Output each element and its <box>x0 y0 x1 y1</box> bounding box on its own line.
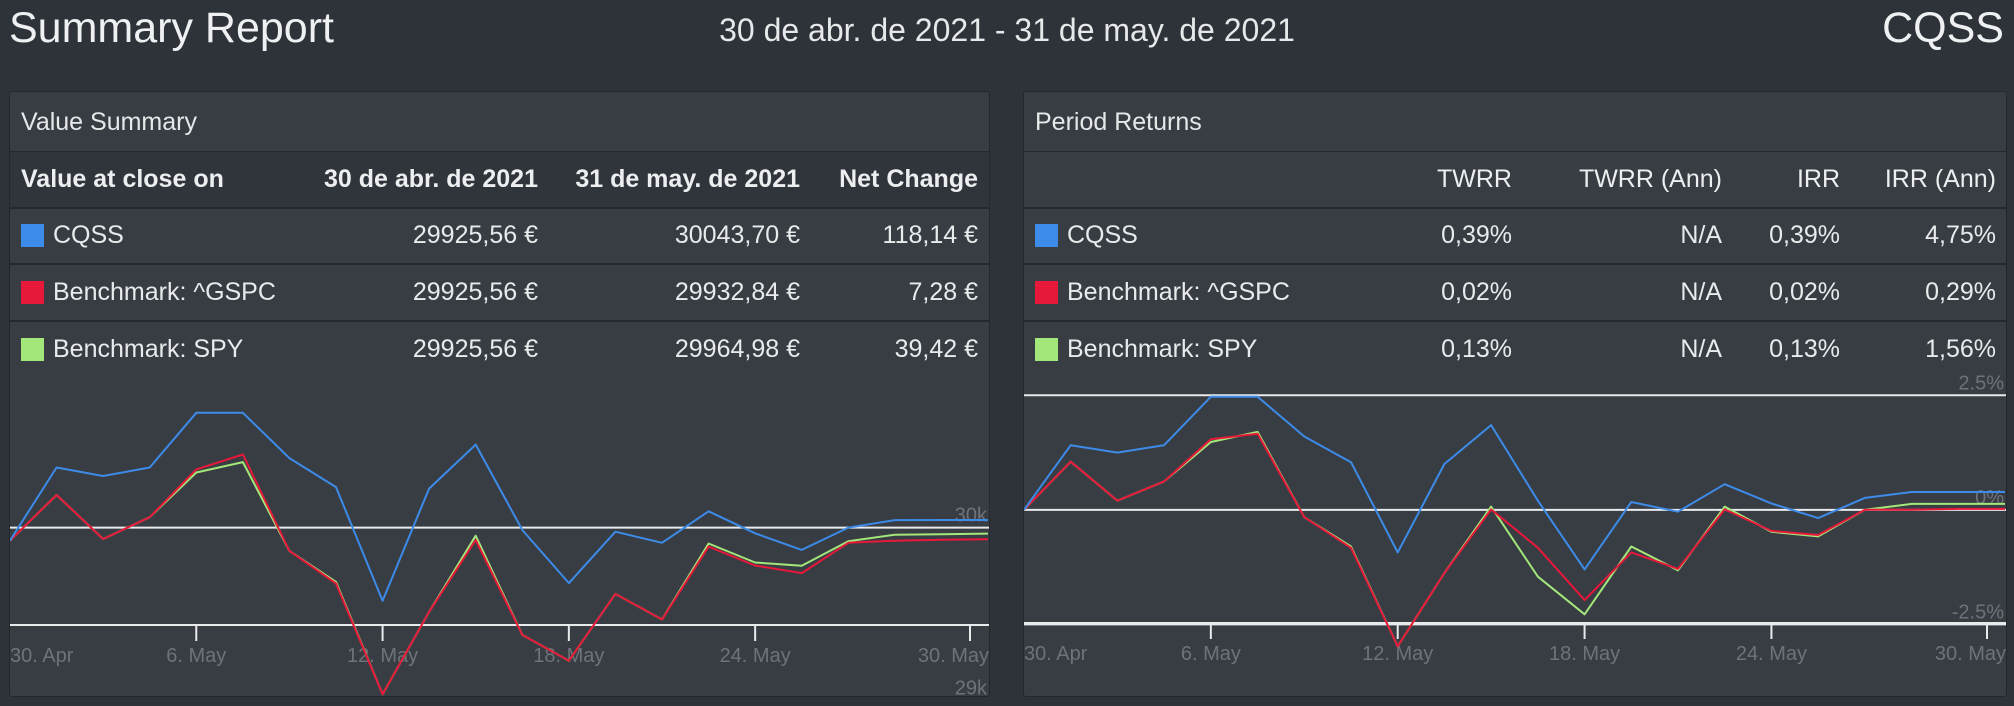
y-tick-label: 30k <box>955 505 988 527</box>
panel-title: Value Summary <box>21 108 197 136</box>
twrr-value: 0,13% <box>1441 335 1512 363</box>
start-value: 29925,56 € <box>412 221 538 249</box>
twrr-ann-value: N/A <box>1680 278 1722 306</box>
column-header: TWRR (Ann) <box>1578 165 1722 193</box>
series-line-cqss <box>1024 395 2005 571</box>
net-change: 7,28 € <box>908 278 978 306</box>
x-tick-label: 6. May <box>166 645 226 667</box>
irr-value: 0,13% <box>1769 335 1840 363</box>
twrr-value: 0,02% <box>1441 278 1512 306</box>
table-row: Benchmark: ^GSPC 0,02% N/A 0,02% 0,29% <box>1024 265 2006 322</box>
column-header: IRR <box>1796 165 1840 193</box>
returns-chart-svg: 2.5% 0% -2.5% 30. Apr 6. May 12. May 18. May 24… <box>1024 375 2006 665</box>
period-returns-panel: Period Returns TWRR TWRR (Ann) IRR IRR (… <box>1023 91 2007 697</box>
legend-swatch <box>21 338 44 361</box>
net-change: 39,42 € <box>894 335 978 363</box>
legend-swatch <box>1035 281 1058 304</box>
table-row: Benchmark: SPY 0,13% N/A 0,13% 1,56% <box>1024 322 2006 377</box>
column-header: 31 de may. de 2021 <box>575 165 800 193</box>
x-tick-label: 30. May <box>1935 643 2006 665</box>
row-label: Benchmark: SPY <box>53 335 244 363</box>
start-value: 29925,56 € <box>412 335 538 363</box>
value-chart: 29k 30k 30. Apr 6. May 12. May 18. May 24. May… <box>10 378 989 696</box>
table-header: TWRR TWRR (Ann) IRR IRR (Ann) <box>1024 151 2006 209</box>
returns-chart: 2.5% 0% -2.5% 30. Apr 6. May 12. May 18. May 24… <box>1024 375 2006 696</box>
series-line-cqss <box>10 411 988 602</box>
x-tick-label: 18. May <box>1549 643 1620 665</box>
row-label: Benchmark: SPY <box>1067 335 1258 363</box>
y-tick-label: 0% <box>1975 487 2004 509</box>
column-header: Net Change <box>839 165 978 193</box>
column-header: IRR (Ann) <box>1884 165 1996 193</box>
twrr-ann-value: N/A <box>1680 221 1722 249</box>
x-tick-label: 6. May <box>1181 643 1241 665</box>
legend-swatch <box>21 281 44 304</box>
irr-value: 0,39% <box>1769 221 1840 249</box>
y-tick-label: 2.5% <box>1958 375 2004 394</box>
series-line-benchmark-spy <box>10 461 989 696</box>
table-row: CQSS 29925,56 € 30043,70 € 118,14 € <box>10 208 989 265</box>
net-change: 118,14 € <box>882 221 978 249</box>
end-value: 29964,98 € <box>674 335 800 363</box>
table-row: Benchmark: SPY 29925,56 € 29964,98 € 39,… <box>10 322 989 377</box>
report-header: Summary Report 30 de abr. de 2021 - 31 d… <box>0 0 2014 62</box>
ticker-label: CQSS <box>1882 4 2004 52</box>
twrr-value: 0,39% <box>1441 221 1512 249</box>
irr-value: 0,02% <box>1769 278 1840 306</box>
x-tick-label: 30. May <box>918 645 989 667</box>
y-tick-label: 29k <box>955 678 988 696</box>
row-label: Benchmark: ^GSPC <box>53 278 276 306</box>
end-value: 29932,84 € <box>674 278 800 306</box>
page-title: Summary Report <box>9 4 334 52</box>
start-value: 29925,56 € <box>412 278 538 306</box>
irr-ann-value: 1,56% <box>1925 335 1996 363</box>
twrr-ann-value: N/A <box>1680 335 1722 363</box>
row-label: CQSS <box>53 221 124 249</box>
date-range: 30 de abr. de 2021 - 31 de may. de 2021 <box>719 12 1295 48</box>
legend-swatch <box>1035 338 1058 361</box>
irr-ann-value: 4,75% <box>1925 221 1996 249</box>
end-value: 30043,70 € <box>674 221 800 249</box>
column-header: Value at close on <box>21 165 224 193</box>
x-tick-label: 24. May <box>720 645 791 667</box>
x-tick-label: 30. Apr <box>10 645 74 667</box>
row-label: Benchmark: ^GSPC <box>1067 278 1290 306</box>
y-tick-label: -2.5% <box>1952 601 2004 623</box>
legend-swatch <box>1035 224 1058 247</box>
x-tick-label: 12. May <box>1362 643 1433 665</box>
irr-ann-value: 0,29% <box>1925 278 1996 306</box>
table-row: Benchmark: ^GSPC 29925,56 € 29932,84 € 7… <box>10 265 989 322</box>
table-header: Value at close on 30 de abr. de 2021 31 … <box>10 151 989 209</box>
legend-swatch <box>21 224 44 247</box>
panel-title: Period Returns <box>1035 108 1202 136</box>
row-label: CQSS <box>1067 221 1138 249</box>
table-row: CQSS 0,39% N/A 0,39% 4,75% <box>1024 208 2006 265</box>
value-summary-panel: Value Summary Value at close on 30 de ab… <box>9 91 990 697</box>
x-tick-label: 30. Apr <box>1024 643 1088 665</box>
x-tick-label: 18. May <box>533 645 604 667</box>
series-line-benchmark-gspc <box>1024 432 2005 648</box>
column-header: 30 de abr. de 2021 <box>323 165 538 193</box>
series-line-benchmark-gspc <box>10 453 989 696</box>
column-header: TWRR <box>1437 165 1512 193</box>
x-tick-label: 24. May <box>1736 643 1807 665</box>
